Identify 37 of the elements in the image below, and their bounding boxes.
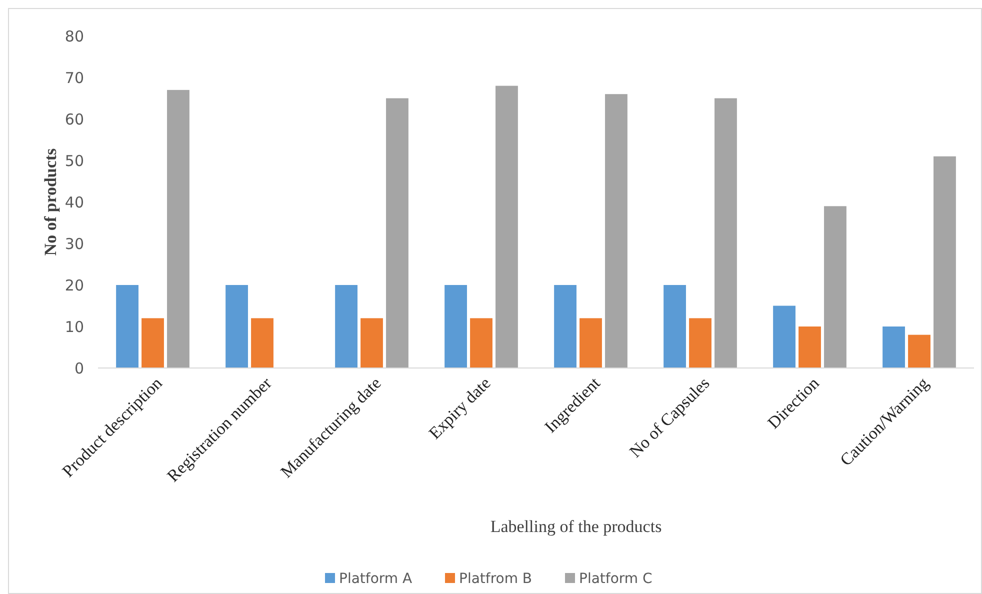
bar [580, 318, 602, 368]
bar [714, 98, 737, 368]
y-tick-label: 20 [64, 276, 84, 294]
bar [335, 285, 358, 368]
bar [444, 285, 467, 368]
bar [360, 318, 383, 368]
y-tick-label: 30 [64, 234, 84, 253]
bar [882, 326, 905, 368]
bar [908, 334, 930, 368]
bar [251, 318, 274, 368]
legend-label: Platfrom B [459, 570, 532, 587]
bar [167, 90, 190, 368]
bar [689, 318, 712, 368]
bar [798, 326, 821, 368]
bar [664, 285, 686, 368]
bar [226, 285, 248, 368]
bar [605, 94, 628, 368]
bar [934, 156, 956, 368]
bar [116, 285, 138, 368]
bar [386, 98, 408, 368]
bar [824, 206, 846, 368]
x-axis-title: Labelling of the products [490, 517, 662, 536]
bar [554, 285, 576, 368]
bar [142, 318, 164, 368]
legend-label: Platform A [339, 570, 412, 587]
y-tick-label: 10 [64, 318, 84, 336]
y-tick-label: 0 [74, 359, 84, 378]
y-tick-label: 40 [64, 193, 84, 212]
bar [496, 86, 518, 368]
y-axis-title: No of products [41, 148, 60, 256]
y-tick-label: 80 [64, 27, 84, 46]
bar [773, 306, 796, 368]
legend-label: Platform C [579, 570, 652, 587]
bar [470, 318, 492, 368]
y-tick-label: 60 [64, 110, 84, 128]
y-tick-label: 70 [64, 68, 84, 87]
y-tick-label: 50 [64, 152, 84, 170]
